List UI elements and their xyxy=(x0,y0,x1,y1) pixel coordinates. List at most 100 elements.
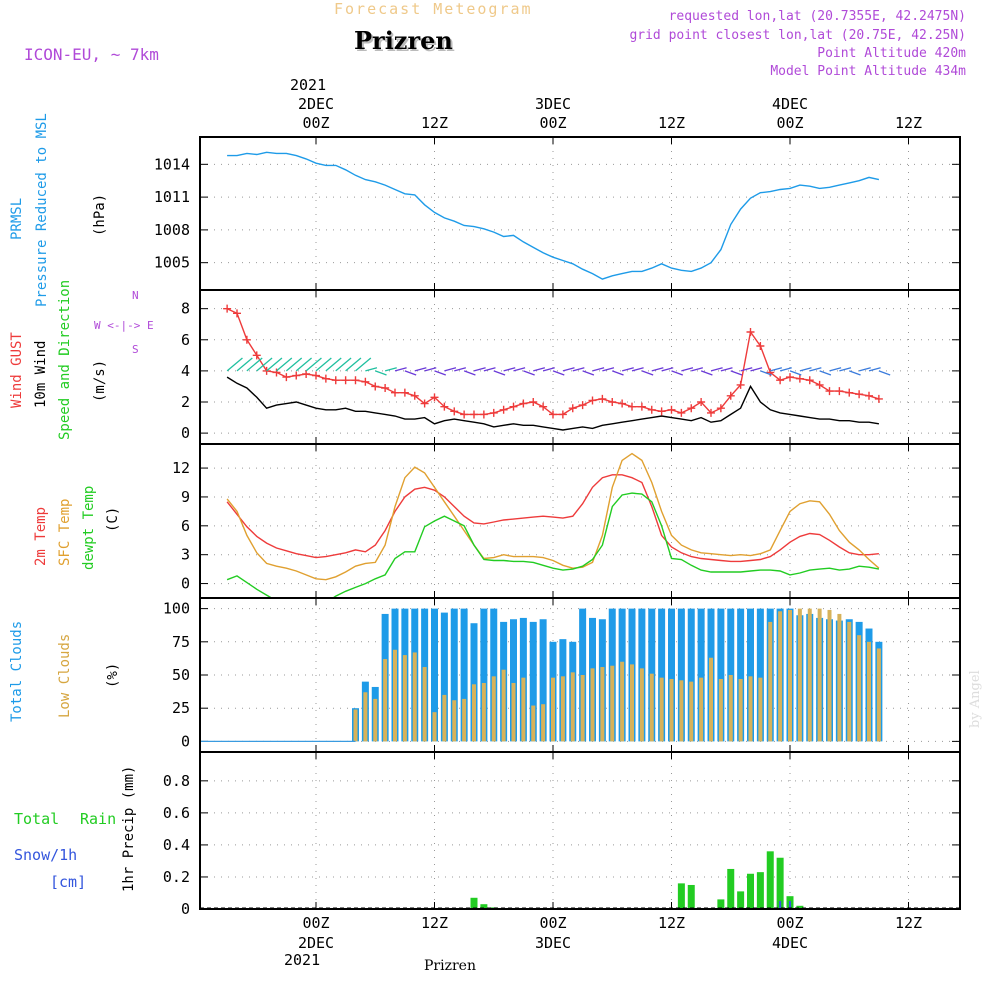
rain-bar xyxy=(756,872,764,909)
y-tick-label: 12 xyxy=(172,459,190,477)
gust-marker xyxy=(262,366,271,375)
bottom-time-label: 00Z xyxy=(776,914,803,932)
total-cloud-bar xyxy=(470,623,478,742)
gust-marker xyxy=(509,402,518,411)
wind-arrow xyxy=(473,367,486,372)
wind-arrow xyxy=(829,367,842,372)
wind-arrow xyxy=(799,367,812,372)
snow-bar xyxy=(779,900,782,909)
wind-arrow xyxy=(384,367,397,372)
bottom-time-label: 00Z xyxy=(539,914,566,932)
gust-marker xyxy=(371,382,380,391)
gust-marker xyxy=(697,398,706,406)
low-cloud-bar xyxy=(452,700,457,742)
low-cloud-bar xyxy=(876,648,881,742)
gust-marker xyxy=(460,410,469,419)
low-cloud-bar xyxy=(570,672,575,742)
low-cloud-bar xyxy=(481,682,486,742)
gust-marker xyxy=(756,342,765,350)
gust-line xyxy=(226,308,880,416)
top-date-label: 4DEC xyxy=(772,95,808,113)
low-cloud-bar xyxy=(353,709,358,742)
top-time-label: 00Z xyxy=(302,114,329,132)
gust-marker xyxy=(252,351,261,360)
model-label: ICON-EU, ~ 7km xyxy=(24,45,159,64)
low-cloud-bar xyxy=(600,667,605,742)
wind-arrow xyxy=(513,367,526,372)
gust-marker xyxy=(420,399,429,408)
wind-arrow xyxy=(592,367,605,372)
wind-arrow xyxy=(562,367,575,372)
gust-marker xyxy=(361,377,370,386)
total-cloud-bar xyxy=(677,608,685,742)
wind-arrow xyxy=(394,367,407,372)
gust-marker xyxy=(618,399,627,408)
low-cloud-bar xyxy=(531,705,536,742)
bottom-location: Prizren xyxy=(424,958,476,974)
location-title: Prizren xyxy=(354,26,453,55)
wind-arrow xyxy=(355,357,372,372)
low-cloud-bar xyxy=(491,676,496,742)
wind-arrow xyxy=(730,370,743,376)
gust-marker xyxy=(341,376,350,385)
total-cloud-bar xyxy=(440,612,448,742)
wind-arrow xyxy=(523,370,535,376)
wind-arrow xyxy=(424,367,437,372)
bottom-date-label: 3DEC xyxy=(535,934,571,952)
wind-arrow xyxy=(266,357,283,372)
gust-marker xyxy=(647,405,656,414)
gust-marker xyxy=(776,376,785,385)
wind-arrow xyxy=(375,370,387,376)
low-cloud-bar xyxy=(511,682,516,742)
rain-bar xyxy=(737,891,745,909)
low-cloud-bar xyxy=(551,677,555,742)
low-cloud-bar xyxy=(768,621,773,742)
gust-marker xyxy=(805,376,814,385)
y-tick-label: 0.4 xyxy=(163,836,190,854)
wind-arrow xyxy=(444,367,457,372)
gust-marker xyxy=(874,394,883,403)
low-cloud-bar xyxy=(679,680,684,742)
low-cloud-bar xyxy=(807,608,812,742)
wind-arrow xyxy=(503,367,516,372)
gust-marker xyxy=(558,410,567,419)
gust-marker xyxy=(430,393,439,402)
top-time-label: 00Z xyxy=(539,114,566,132)
wind-arrow xyxy=(246,357,263,372)
y-tick-label: 0 xyxy=(181,732,190,750)
wind-arrow xyxy=(770,367,783,372)
gust-marker xyxy=(282,373,291,382)
gust-marker xyxy=(519,399,528,408)
top-year: 2021 xyxy=(290,76,327,94)
gust-marker xyxy=(677,408,686,417)
gust-marker xyxy=(400,388,409,397)
total-cloud-bar xyxy=(460,608,468,742)
y-tick-label: 0 xyxy=(181,424,190,442)
gust-marker xyxy=(410,391,419,400)
rain-bar xyxy=(480,904,488,909)
gust-marker xyxy=(312,371,320,380)
wind-arrow xyxy=(700,370,713,376)
low-cloud-bar xyxy=(709,657,713,742)
low-cloud-bar xyxy=(659,677,664,742)
gust-marker xyxy=(302,370,311,378)
total-cloud-bar xyxy=(756,608,764,742)
wind-arrow xyxy=(345,357,362,372)
gust-marker xyxy=(746,328,755,336)
gust-marker xyxy=(272,368,281,377)
wind-arrow xyxy=(533,367,546,372)
y-tick-label: 2 xyxy=(181,393,190,411)
y-tick-label: 0 xyxy=(181,900,190,918)
low-cloud-bar xyxy=(718,678,723,742)
wind-arrow xyxy=(602,367,615,372)
y-tick-label: 0 xyxy=(181,575,190,593)
gust-marker xyxy=(351,376,360,385)
dewpt-line xyxy=(226,492,880,598)
low-cloud-bar xyxy=(758,677,763,742)
wind-arrow xyxy=(315,357,332,372)
y-tick-label: 75 xyxy=(172,633,190,651)
low-cloud-bar xyxy=(699,677,704,742)
wind-arrow xyxy=(454,367,467,372)
low-cloud-bar xyxy=(728,675,733,742)
